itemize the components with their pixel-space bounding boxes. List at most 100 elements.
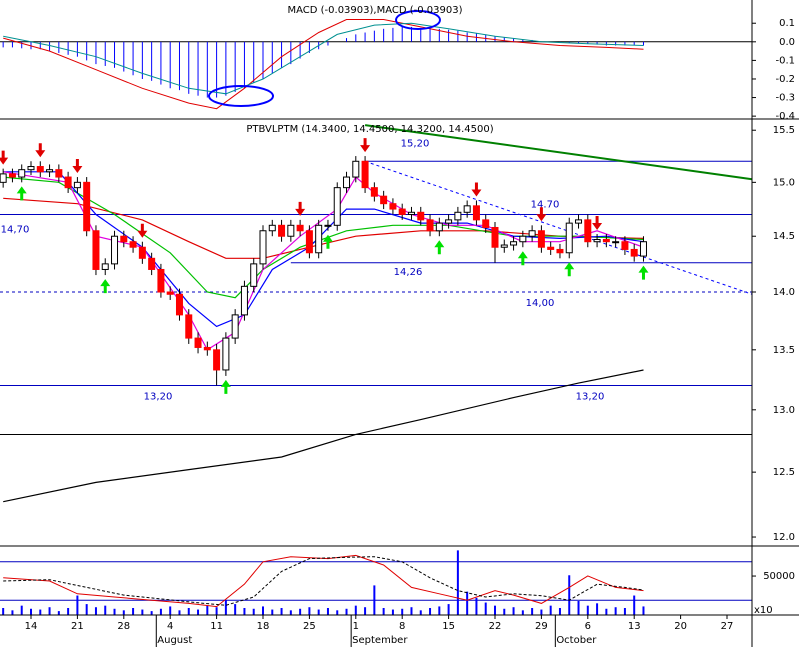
level-label: 15,20 (401, 138, 430, 149)
sell-arrow (295, 201, 306, 216)
candle-body (83, 181, 91, 232)
candle-body (101, 263, 109, 270)
candle-body (333, 187, 341, 226)
y-tick-label: 12.0 (773, 532, 795, 543)
multiplier-label: x10 (754, 605, 773, 616)
candle-body (537, 230, 545, 248)
macd-line (3, 19, 644, 110)
candle-body (157, 268, 165, 293)
candle-body (231, 314, 239, 339)
candle-body (194, 337, 202, 348)
candle-body (55, 169, 63, 178)
y-tick-label: 15.0 (773, 177, 795, 188)
y-tick-label: -0.1 (775, 55, 795, 66)
x-tick-label: 13 (628, 621, 641, 632)
moving-average (3, 369, 644, 503)
candle-body (36, 166, 44, 173)
candle-body (491, 226, 499, 248)
y-tick-label: 12.5 (773, 467, 795, 478)
candle-body (296, 224, 304, 232)
candle-body (472, 205, 480, 221)
x-tick-label: 1 (353, 621, 359, 632)
x-tick-label: 11 (210, 621, 223, 632)
candle-body (556, 248, 564, 254)
candle-body (361, 160, 369, 189)
candle-body (250, 263, 258, 287)
candle-body (612, 241, 620, 244)
y-tick-label: 15.5 (773, 125, 795, 136)
candle-body (213, 349, 221, 371)
candle-body (565, 222, 573, 254)
candle-body (64, 176, 72, 189)
sell-arrow (536, 207, 547, 222)
candle-body (547, 246, 555, 250)
candle-body (463, 205, 471, 213)
candle-body (398, 208, 406, 215)
candle-body (621, 241, 629, 250)
level-label: 13,20 (576, 392, 605, 403)
highlight-ellipse (395, 10, 441, 30)
sell-arrow (35, 143, 46, 158)
level-label: 14.70 (531, 199, 560, 210)
candle-body (315, 224, 323, 254)
x-tick-label: 4 (167, 621, 173, 632)
candle-body (222, 337, 230, 371)
sell-arrow (592, 216, 603, 231)
candle-body (445, 219, 453, 224)
y-tick-label: 14.0 (773, 287, 795, 298)
sell-arrow (137, 223, 148, 238)
x-tick-label: 29 (535, 621, 548, 632)
candle-body (584, 219, 592, 243)
candle-body (268, 224, 276, 232)
candle-body (18, 169, 26, 178)
candle-body (92, 230, 100, 270)
y-tick-label: 0.0 (779, 37, 795, 48)
candle-body (602, 239, 610, 243)
candle-body (305, 230, 313, 254)
candle-body (240, 285, 248, 316)
x-tick-label: 18 (257, 621, 270, 632)
y-tick-label: -0.3 (775, 93, 795, 104)
x-tick-label: 6 (585, 621, 591, 632)
candle-body (175, 293, 183, 316)
x-tick-label: 15 (442, 621, 455, 632)
candle-body (0, 173, 7, 183)
candle-body (203, 346, 211, 351)
candle-body (417, 211, 425, 221)
month-label: October (556, 635, 597, 646)
price-title: PTBVLPTM (14.3400, 14.4500, 14.3200, 14.… (246, 124, 493, 135)
x-tick-label: 21 (71, 621, 84, 632)
sell-arrow (0, 150, 9, 165)
level-label: 13,20 (144, 392, 173, 403)
candle-body (8, 173, 16, 178)
candle-body (352, 160, 360, 178)
candle-body (111, 235, 119, 265)
buy-arrow (220, 379, 231, 394)
sell-arrow (471, 182, 482, 197)
candle-body (482, 219, 490, 228)
candle-body (575, 219, 583, 224)
candle-body (73, 181, 81, 189)
buy-arrow (517, 251, 528, 266)
x-tick-label: 27 (721, 621, 734, 632)
candle-body (148, 257, 156, 270)
candle-body (343, 176, 351, 189)
candle-body (435, 222, 443, 232)
trend-line (364, 160, 753, 295)
candle-body (185, 314, 193, 339)
candle-body (593, 239, 601, 243)
buy-arrow (434, 240, 445, 255)
candle-body (426, 219, 434, 232)
x-tick-label: 28 (117, 621, 130, 632)
x-tick-label: 22 (489, 621, 502, 632)
x-tick-label: 14 (25, 621, 38, 632)
oscillator-line (3, 556, 644, 606)
level-label: 14,26 (394, 267, 423, 278)
x-tick-label: 25 (303, 621, 316, 632)
month-label: August (157, 635, 192, 646)
candle-body (370, 187, 378, 197)
candle-body (519, 235, 527, 243)
plot-area: 0.1 0.0 -0.1 -0.2 -0.3 -0.4 15.5 15.0 14.5 14.0 13… (0, 18, 795, 647)
y-tick-label: 0.1 (779, 18, 795, 29)
